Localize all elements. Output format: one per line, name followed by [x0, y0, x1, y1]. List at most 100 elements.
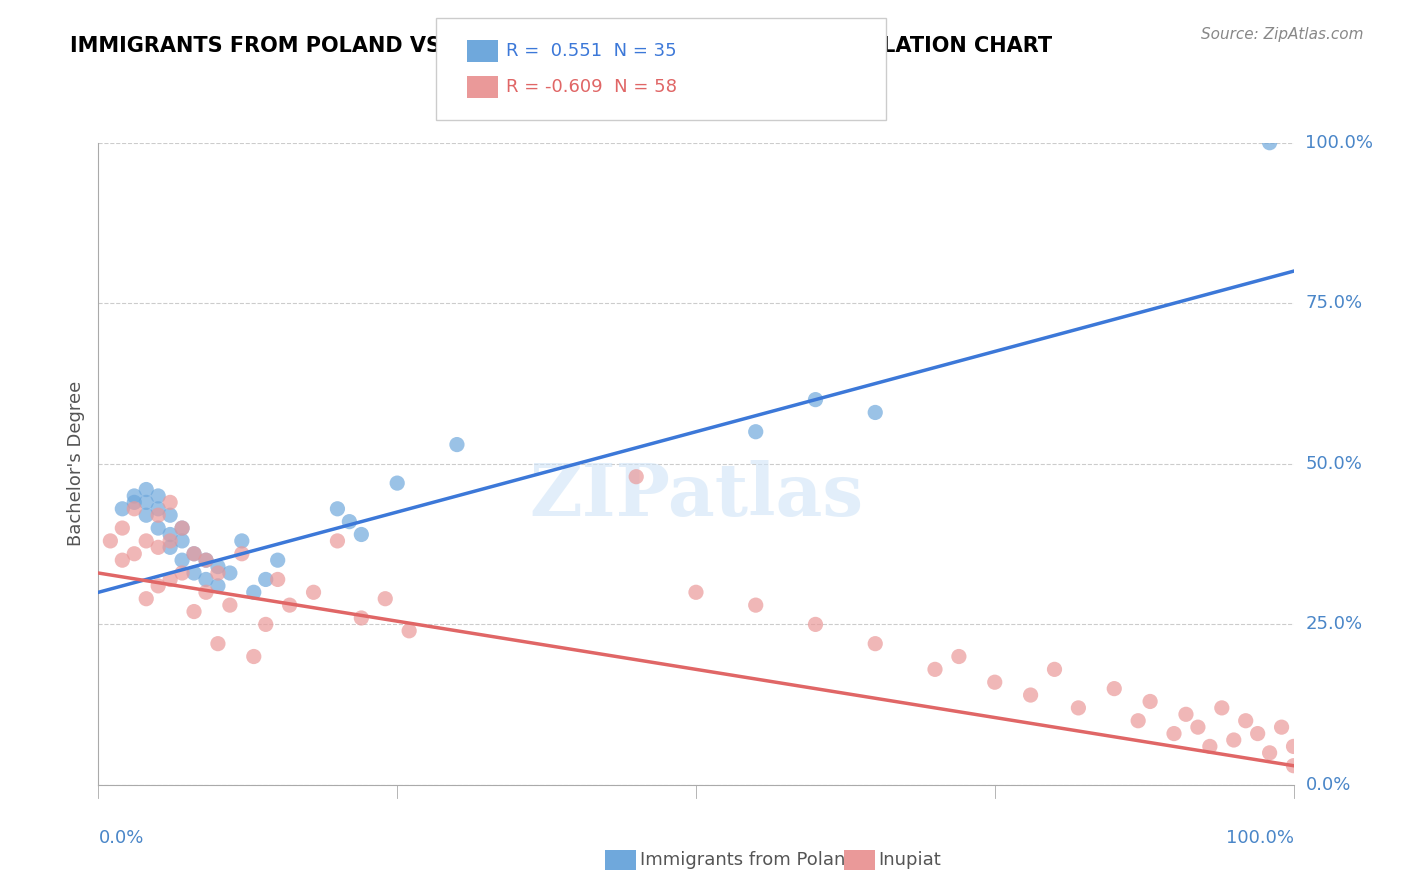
Point	[159, 573, 181, 587]
Point	[243, 649, 266, 664]
Point	[924, 662, 946, 676]
Text: 75.0%: 75.0%	[1305, 294, 1362, 312]
Point	[159, 495, 181, 509]
Point	[804, 392, 827, 407]
Point	[219, 566, 242, 580]
Point	[624, 469, 647, 483]
Point	[148, 508, 170, 523]
Text: R = -0.609  N = 58: R = -0.609 N = 58	[506, 78, 678, 95]
Point	[159, 533, 181, 548]
Point	[148, 489, 170, 503]
Point	[983, 675, 1005, 690]
Point	[1198, 739, 1220, 754]
Point	[243, 585, 266, 599]
Point	[159, 541, 181, 555]
Point	[863, 637, 886, 651]
Text: R =  0.551  N = 35: R = 0.551 N = 35	[506, 42, 676, 60]
Point	[172, 533, 194, 548]
Point	[183, 566, 205, 580]
Point	[398, 624, 420, 638]
Text: 100.0%: 100.0%	[1226, 830, 1294, 847]
Text: Inupiat: Inupiat	[879, 851, 942, 869]
Text: Source: ZipAtlas.com: Source: ZipAtlas.com	[1201, 27, 1364, 42]
Point	[350, 527, 373, 541]
Point	[1282, 758, 1305, 772]
Text: 100.0%: 100.0%	[1305, 134, 1374, 152]
Point	[194, 585, 217, 599]
Point	[135, 533, 157, 548]
Point	[135, 508, 157, 523]
Point	[207, 637, 229, 651]
Point	[1019, 688, 1042, 702]
Point	[194, 553, 217, 567]
Point	[172, 566, 194, 580]
Point	[254, 573, 277, 587]
Point	[183, 605, 205, 619]
Point	[111, 553, 134, 567]
Point	[1187, 720, 1209, 734]
Point	[194, 553, 217, 567]
Point	[1222, 733, 1246, 747]
Point	[1175, 707, 1198, 722]
Point	[159, 508, 181, 523]
Point	[135, 591, 157, 606]
Point	[111, 501, 134, 516]
Point	[745, 425, 768, 439]
Point	[231, 533, 253, 548]
Point	[446, 437, 468, 451]
Point	[1271, 720, 1294, 734]
Point	[1258, 136, 1281, 150]
Point	[172, 521, 194, 535]
Point	[219, 598, 242, 612]
Point	[337, 515, 360, 529]
Point	[124, 501, 146, 516]
Point	[124, 547, 146, 561]
Point	[745, 598, 768, 612]
Point	[685, 585, 707, 599]
Point	[1139, 694, 1161, 708]
Point	[1067, 701, 1090, 715]
Text: 50.0%: 50.0%	[1305, 455, 1362, 473]
Point	[254, 617, 277, 632]
Point	[1163, 726, 1185, 740]
Point	[183, 547, 205, 561]
Point	[385, 476, 409, 491]
Point	[135, 495, 157, 509]
Point	[948, 649, 970, 664]
Point	[172, 521, 194, 535]
Point	[326, 533, 349, 548]
Text: 25.0%: 25.0%	[1305, 615, 1362, 633]
Point	[863, 405, 886, 419]
Point	[183, 547, 205, 561]
Text: 0.0%: 0.0%	[1305, 776, 1351, 794]
Point	[124, 495, 146, 509]
Point	[1102, 681, 1125, 696]
Point	[159, 527, 181, 541]
Point	[374, 591, 396, 606]
Point	[350, 611, 373, 625]
Point	[804, 617, 827, 632]
Text: 0.0%: 0.0%	[98, 830, 143, 847]
Point	[302, 585, 325, 599]
Point	[278, 598, 301, 612]
Point	[267, 553, 290, 567]
Point	[1128, 714, 1150, 728]
Text: Immigrants from Poland: Immigrants from Poland	[640, 851, 856, 869]
Point	[1211, 701, 1233, 715]
Point	[111, 521, 134, 535]
Point	[124, 489, 146, 503]
Point	[148, 541, 170, 555]
Point	[135, 483, 157, 497]
Point	[148, 579, 170, 593]
Point	[1246, 726, 1268, 740]
Point	[1258, 746, 1281, 760]
Point	[1234, 714, 1257, 728]
Point	[207, 559, 229, 574]
Point	[207, 566, 229, 580]
Text: IMMIGRANTS FROM POLAND VS INUPIAT BACHELOR'S DEGREE CORRELATION CHART: IMMIGRANTS FROM POLAND VS INUPIAT BACHEL…	[70, 36, 1053, 55]
Text: ZIPatlas: ZIPatlas	[529, 460, 863, 532]
Point	[148, 501, 170, 516]
Point	[207, 579, 229, 593]
Point	[1043, 662, 1066, 676]
Point	[326, 501, 349, 516]
